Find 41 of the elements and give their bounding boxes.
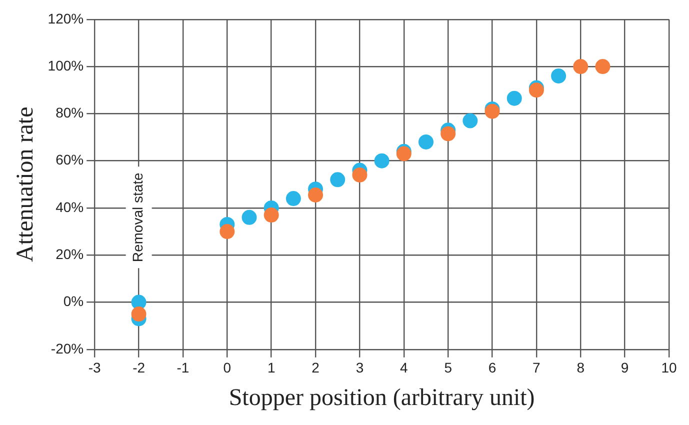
x-tick-label: 9: [620, 360, 629, 376]
annotation: Removal state: [130, 172, 146, 262]
y-tick-label: 0%: [63, 293, 84, 310]
point: [330, 172, 346, 188]
point: [440, 126, 456, 142]
y-axis-title: Attenuation rate: [12, 106, 39, 262]
point: [352, 167, 368, 182]
y-tick-label: -20%: [50, 340, 84, 356]
x-tick-label: 2: [312, 360, 320, 376]
point: [242, 210, 257, 225]
y-tick-label: 60%: [56, 152, 84, 168]
x-tick-label: -2: [132, 360, 146, 376]
x-tick-label: 1: [267, 360, 276, 376]
point: [131, 306, 146, 322]
point: [506, 90, 522, 106]
x-tick-label: 10: [661, 360, 677, 376]
y-tick-label: 20%: [56, 246, 84, 262]
point: [573, 59, 588, 74]
x-tick-label: 8: [576, 360, 585, 376]
y-tick-label: 120%: [48, 10, 84, 26]
x-tick-label: 6: [488, 360, 496, 376]
point: [551, 68, 566, 84]
x-tick-label: 4: [400, 360, 408, 376]
x-tick-label: -1: [176, 360, 190, 376]
x-tick-label: -3: [88, 360, 102, 376]
point: [220, 224, 235, 240]
point: [595, 59, 610, 74]
point: [374, 153, 390, 168]
x-tick-label: 7: [532, 360, 541, 376]
point: [264, 208, 279, 223]
y-tick-label: 80%: [56, 104, 84, 121]
y-tick-label: 100%: [48, 57, 84, 74]
point: [418, 134, 434, 150]
y-tick-label: 40%: [56, 198, 84, 215]
point: [308, 188, 324, 203]
x-tick-label: 3: [356, 360, 364, 376]
point: [462, 113, 478, 128]
point: [286, 191, 301, 206]
x-tick-label: 0: [223, 360, 232, 376]
x-axis-title: Stopper position (arbitrary unit): [228, 384, 535, 411]
x-tick-label: 5: [444, 360, 452, 376]
